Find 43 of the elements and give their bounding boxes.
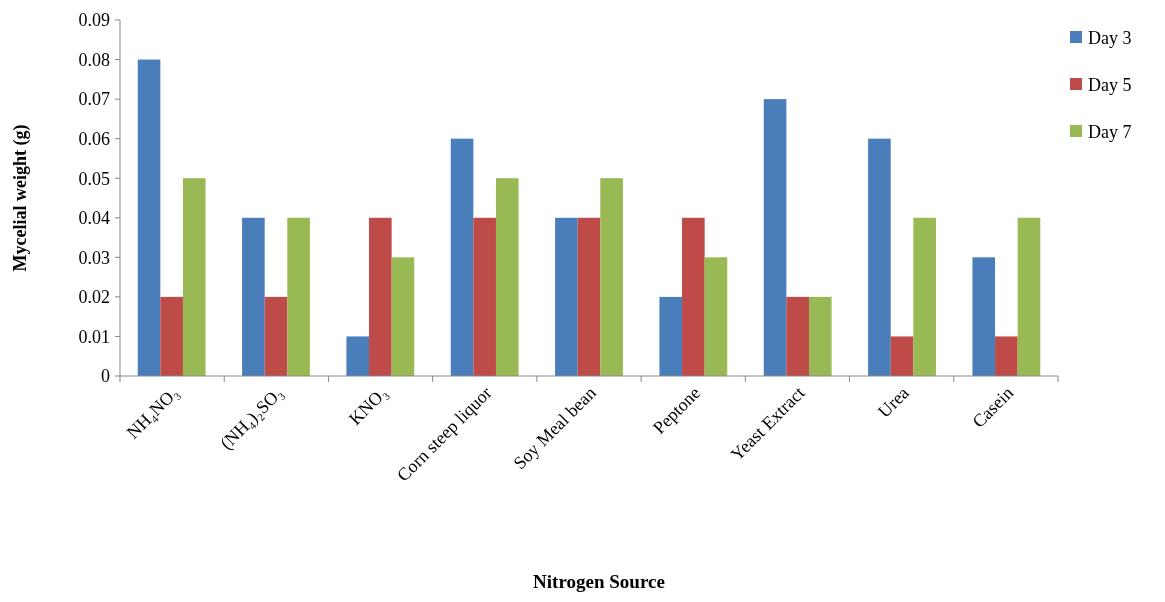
bar <box>972 257 996 376</box>
x-tick-label: Urea <box>873 382 913 422</box>
legend-label: Day 7 <box>1088 122 1132 143</box>
y-tick-label: 0 <box>101 366 110 387</box>
bar <box>137 59 161 376</box>
bar <box>995 336 1018 376</box>
bar <box>890 336 914 376</box>
y-tick-label: 0.07 <box>78 89 110 110</box>
bar <box>577 217 601 376</box>
bar <box>704 257 728 376</box>
bar <box>346 336 370 376</box>
y-tick-label: 0.09 <box>78 10 110 31</box>
y-tick-label: 0.01 <box>78 326 110 347</box>
y-tick-label: 0.04 <box>78 208 110 229</box>
y-tick-label: 0.02 <box>78 287 110 308</box>
bar <box>1017 217 1041 376</box>
bar <box>682 217 705 376</box>
bar <box>264 296 288 376</box>
bar <box>242 217 265 376</box>
legend-label: Day 3 <box>1088 28 1132 49</box>
bar <box>808 296 832 376</box>
y-tick-label: 0.08 <box>78 49 110 70</box>
bar <box>160 296 183 376</box>
bar <box>555 217 578 376</box>
bar <box>786 296 809 376</box>
x-axis-title: Nitrogen Source <box>533 571 665 592</box>
bar <box>659 296 683 376</box>
bar <box>182 178 206 376</box>
bar <box>473 217 496 376</box>
bar <box>763 99 787 376</box>
y-tick-label: 0.05 <box>78 168 110 189</box>
bar <box>495 178 519 376</box>
y-tick-label: 0.03 <box>78 247 110 268</box>
bar <box>600 178 623 376</box>
bar <box>450 138 474 376</box>
bar <box>868 138 891 376</box>
bar <box>287 217 310 376</box>
y-tick-label: 0.06 <box>78 128 110 149</box>
bar <box>369 217 392 376</box>
bar <box>913 217 936 376</box>
legend-label: Day 5 <box>1088 75 1132 96</box>
bar <box>391 257 415 376</box>
y-axis-title: Mycelial weight (g) <box>10 124 31 272</box>
